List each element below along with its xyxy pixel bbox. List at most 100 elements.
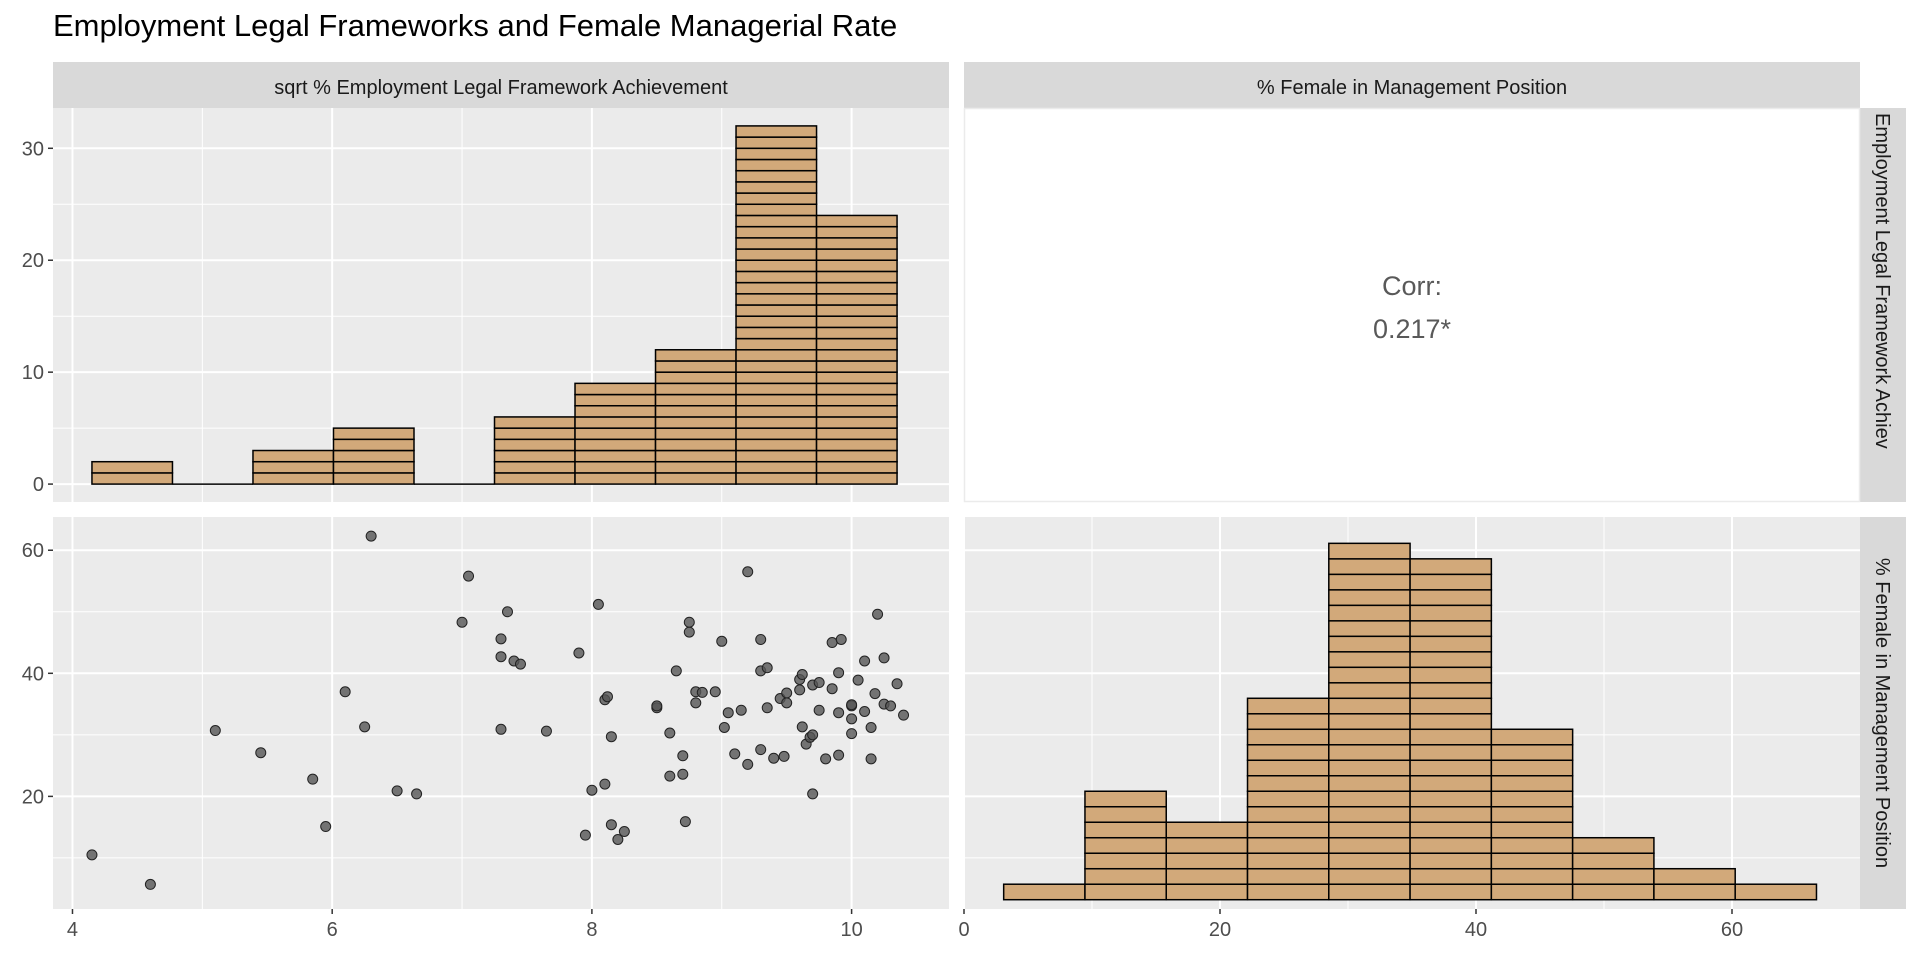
bottom-right-bar-unit — [1328, 836, 1411, 854]
top-left-bar-unit — [815, 225, 898, 239]
top-left-bar-unit — [654, 460, 737, 474]
column-strip-2-bg — [964, 62, 1860, 108]
top-left-bar-unit — [735, 169, 818, 183]
scatter-point — [411, 788, 423, 800]
top-left-bar-unit — [815, 337, 898, 351]
scatter-point — [768, 752, 780, 764]
top-left-bar-unit — [815, 393, 898, 407]
top-left-bar-unit — [735, 214, 818, 228]
top-left-bar-unit — [735, 438, 818, 452]
scatter-point — [592, 598, 604, 610]
scatter-point — [833, 707, 845, 719]
bottom-right-bar-unit — [1490, 821, 1574, 839]
top-left-bar-unit — [654, 404, 737, 418]
top-left-bar-unit — [815, 416, 898, 429]
scatter-point — [573, 647, 585, 659]
bottom-right-bar-unit — [1328, 651, 1411, 669]
scatter-point — [898, 709, 910, 721]
scatter-point — [807, 788, 819, 800]
scatter-point — [781, 687, 793, 699]
bottom-right-bar-unit — [1653, 867, 1736, 885]
bottom-right-bar-unit — [1246, 867, 1330, 885]
top-left-y-tick-label: 20 — [22, 250, 44, 272]
panel-top-left-histogram: 0 10 20 30 — [22, 108, 949, 502]
top-left-bar-unit — [574, 460, 657, 474]
bottom-right-bar-unit — [1328, 604, 1411, 622]
bottom-right-bar-unit — [1490, 759, 1574, 777]
scatter-point — [683, 616, 695, 628]
bottom-right-bar-unit — [1490, 744, 1574, 762]
scatter-y-tick-label: 20 — [22, 786, 44, 808]
scatter-point — [391, 785, 403, 797]
bottom-right-bar-unit — [1409, 666, 1493, 684]
top-left-bar-unit — [574, 427, 657, 441]
scatter-point — [852, 674, 864, 686]
panel-top-right-correlation: Corr: 0.217* — [963, 107, 1861, 503]
top-left-bar-unit — [332, 427, 415, 441]
bottom-right-bar-unit — [1246, 821, 1330, 839]
bottom-right-bar-unit — [1246, 790, 1330, 808]
bottom-right-bar-unit — [1328, 775, 1411, 792]
top-left-bar-unit — [735, 136, 818, 150]
bottom-right-bar-unit — [1328, 821, 1411, 839]
top-left-bar-unit — [815, 427, 898, 441]
top-left-bar-unit — [332, 460, 415, 474]
bottom-right-bar-unit — [1409, 589, 1493, 607]
bottom-right-bar-unit — [1571, 852, 1655, 870]
bottom-right-bar-unit — [1246, 697, 1330, 715]
scatter-point — [846, 728, 858, 740]
bottom-right-bar-unit — [1653, 883, 1736, 901]
top-left-bar-unit — [493, 438, 576, 452]
scatter-point — [833, 749, 845, 761]
bottom-right-bar-unit — [1328, 620, 1411, 638]
bottom-right-bar-unit — [1409, 697, 1493, 715]
scatter-point — [755, 633, 767, 645]
bottom-right-bar-unit — [1246, 852, 1330, 870]
column-strip-2-label: % Female in Management Position — [1257, 77, 1567, 99]
top-left-bar-unit — [735, 472, 818, 485]
top-left-bar-unit — [735, 147, 818, 161]
scatter-point — [683, 626, 695, 638]
scatter-point — [885, 700, 897, 712]
scatter-point — [605, 731, 617, 743]
bottom-right-bar-unit — [1490, 775, 1574, 792]
bottom-right-bar-unit — [1328, 759, 1411, 777]
top-left-bar-unit — [815, 404, 898, 418]
top-left-bar-unit — [815, 472, 898, 485]
top-left-bar-unit — [332, 472, 415, 485]
scatter-point — [618, 825, 630, 837]
bottom-right-bar-unit — [1734, 883, 1818, 901]
top-left-y-tick-label: 10 — [22, 362, 44, 384]
top-left-bar-unit — [654, 382, 737, 396]
top-left-bar-unit — [815, 248, 898, 261]
top-left-bar-unit — [735, 125, 818, 138]
scatter-point — [718, 721, 730, 733]
scatter-x-tick-label: 6 — [327, 919, 338, 941]
top-left-bar-unit — [252, 449, 335, 463]
top-left-bar-unit — [735, 449, 818, 463]
scatter-point — [501, 606, 513, 618]
bottom-right-bar-unit — [1084, 790, 1167, 808]
scatter-point — [835, 633, 847, 645]
top-left-bar-unit — [654, 360, 737, 373]
bottom-right-bar-unit — [1409, 775, 1493, 792]
scatter-point — [677, 768, 689, 780]
scatter-point — [255, 747, 267, 759]
top-left-bar-unit — [654, 371, 737, 385]
bottom-right-x-tick-label: 20 — [1209, 919, 1231, 941]
bottom-right-bar-unit — [1328, 589, 1411, 607]
scatter-point — [86, 849, 98, 861]
top-left-bar-unit — [252, 472, 335, 485]
scatter-point — [846, 699, 858, 711]
top-left-bar-unit — [735, 181, 818, 194]
scatter-point — [761, 702, 773, 714]
scatter-point — [735, 704, 747, 716]
top-left-bar-unit — [91, 460, 174, 474]
scatter-point — [463, 570, 475, 582]
scatter-point — [579, 829, 591, 841]
scatter-point — [729, 748, 741, 760]
top-left-y-tick-label: 0 — [33, 474, 44, 496]
scatter-point — [495, 633, 507, 645]
